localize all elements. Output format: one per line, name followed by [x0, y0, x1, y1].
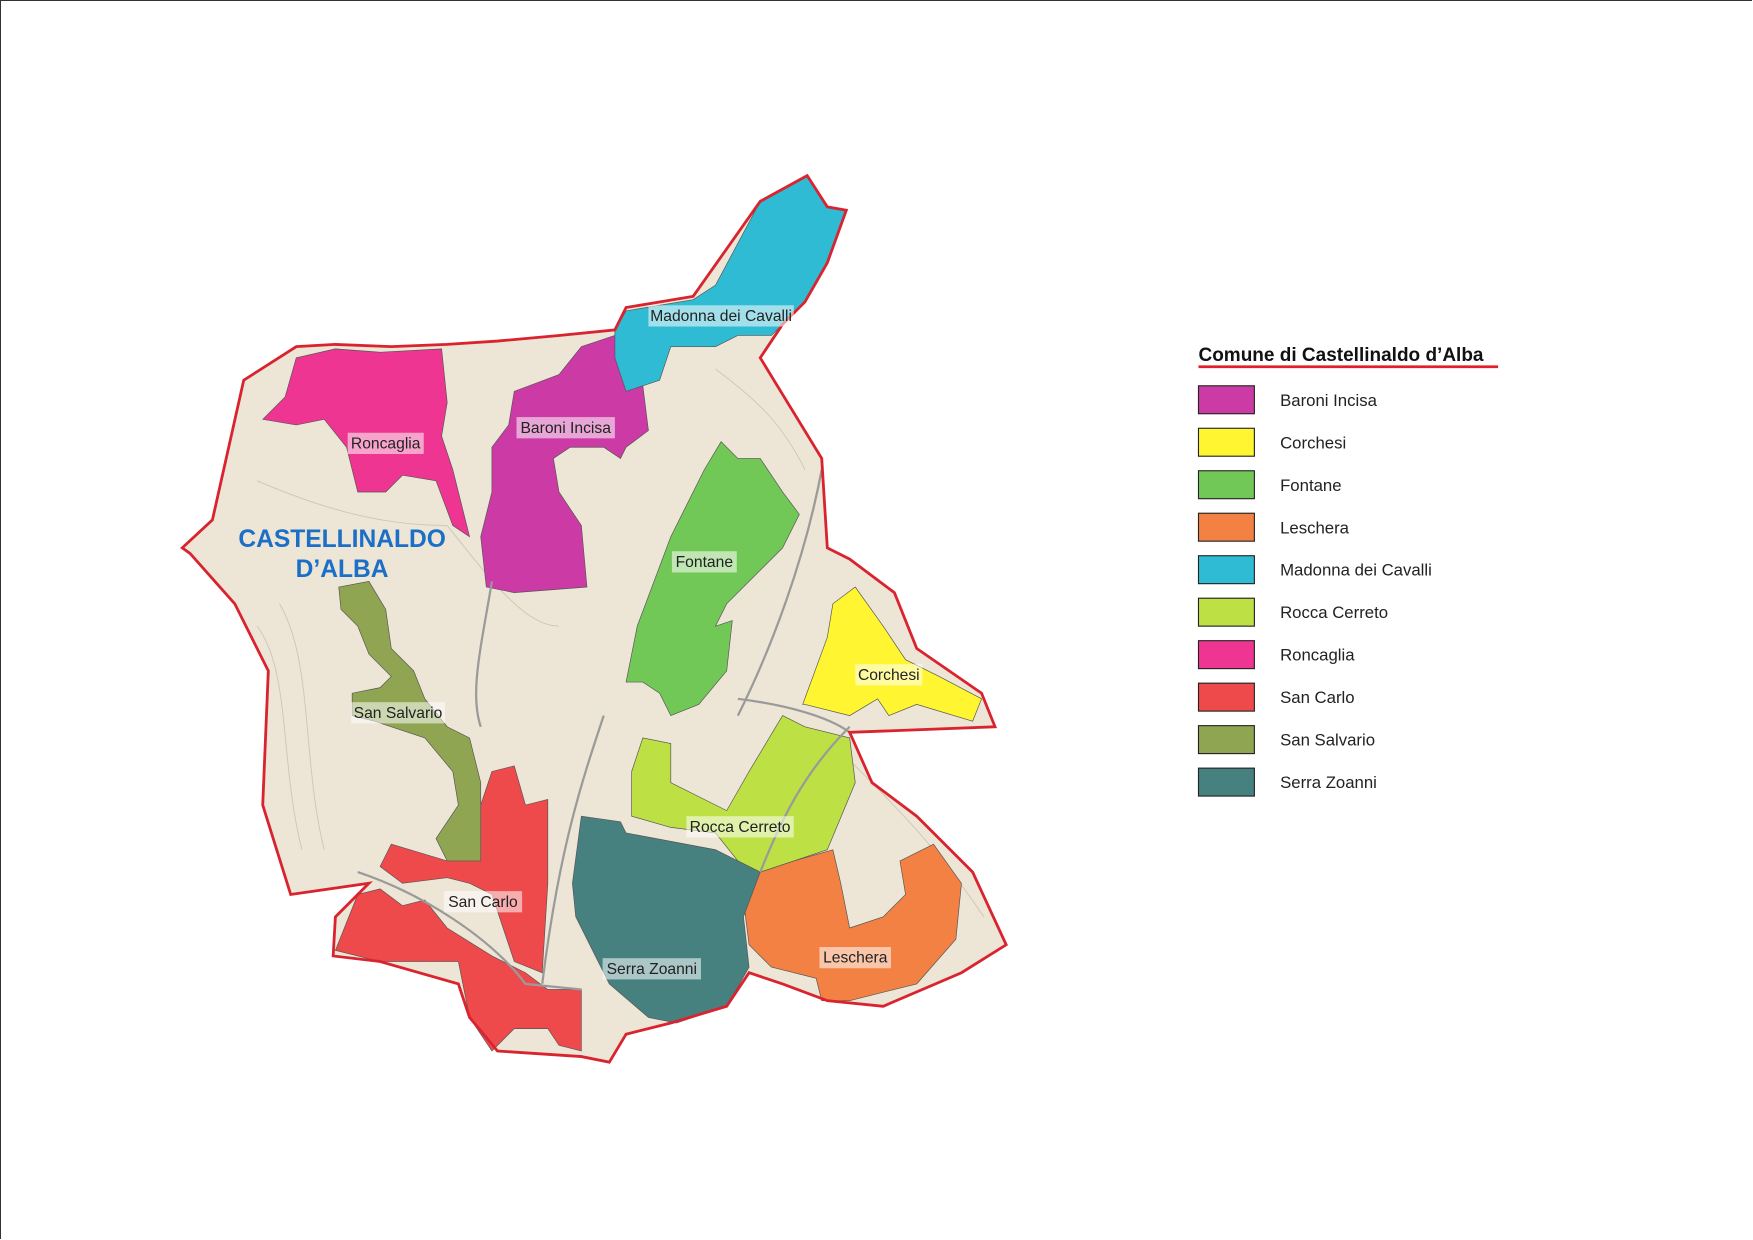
- legend-label: San Carlo: [1280, 688, 1354, 707]
- legend-item: Leschera: [1197, 512, 1350, 542]
- label-corchesi: Corchesi: [855, 664, 923, 686]
- legend: Comune di Castellinaldo d’Alba Baroni In…: [1197, 345, 1499, 797]
- svg-text:Madonna dei Cavalli: Madonna dei Cavalli: [650, 308, 792, 325]
- legend-item: Madonna dei Cavalli: [1197, 555, 1432, 585]
- legend-label: Fontane: [1280, 476, 1341, 495]
- legend-swatch: [1197, 555, 1255, 585]
- legend-swatch: [1197, 767, 1255, 797]
- town-label-line2: D’ALBA: [296, 556, 389, 583]
- svg-text:Serra Zoanni: Serra Zoanni: [607, 961, 697, 978]
- label-madonna-dei-cavalli: Madonna dei Cavalli: [648, 305, 794, 327]
- region-labels: Madonna dei Cavalli Roncaglia Baroni Inc…: [347, 305, 923, 980]
- legend-swatch: [1197, 512, 1255, 542]
- map: Madonna dei Cavalli Roncaglia Baroni Inc…: [180, 173, 1008, 1064]
- label-serra-zoanni: Serra Zoanni: [602, 958, 701, 980]
- svg-text:San Salvario: San Salvario: [354, 705, 443, 722]
- svg-text:Leschera: Leschera: [823, 950, 888, 967]
- legend-swatch: [1197, 682, 1255, 712]
- label-baroni-incisa: Baroni Incisa: [516, 417, 615, 439]
- legend-item: Roncaglia: [1197, 640, 1355, 670]
- svg-text:Roncaglia: Roncaglia: [351, 435, 421, 452]
- legend-label: Rocca Cerreto: [1280, 603, 1388, 622]
- municipality-boundary: [180, 173, 1008, 1064]
- region-leschera[interactable]: [743, 843, 962, 1002]
- svg-text:San Carlo: San Carlo: [448, 894, 518, 911]
- region-baroni-incisa[interactable]: [480, 335, 649, 593]
- legend-label: Leschera: [1280, 518, 1350, 537]
- legend-title: Comune di Castellinaldo d’Alba: [1198, 345, 1483, 366]
- label-roncaglia: Roncaglia: [347, 432, 424, 454]
- label-leschera: Leschera: [819, 947, 892, 969]
- legend-item: Rocca Cerreto: [1197, 597, 1388, 627]
- legend-label: San Salvario: [1280, 731, 1375, 750]
- legend-item: Fontane: [1197, 470, 1342, 500]
- legend-item: Baroni Incisa: [1197, 385, 1378, 415]
- region-fontane[interactable]: [625, 441, 800, 717]
- legend-label: Serra Zoanni: [1280, 773, 1377, 792]
- legend-item: Corchesi: [1197, 427, 1346, 457]
- region-rocca-cerreto[interactable]: [631, 715, 856, 873]
- legend-swatch: [1197, 725, 1255, 755]
- region-corchesi[interactable]: [802, 586, 983, 722]
- label-san-carlo: San Carlo: [443, 891, 523, 913]
- label-rocca-cerreto: Rocca Cerreto: [686, 816, 794, 838]
- legend-swatch: [1197, 385, 1255, 415]
- svg-text:Baroni Incisa: Baroni Incisa: [520, 420, 611, 437]
- legend-label: Baroni Incisa: [1280, 391, 1378, 410]
- legend-label: Madonna dei Cavalli: [1280, 561, 1432, 580]
- label-san-salvario: San Salvario: [351, 702, 445, 724]
- legend-swatch: [1197, 640, 1255, 670]
- legend-swatch: [1197, 470, 1255, 500]
- svg-text:Fontane: Fontane: [676, 554, 733, 571]
- label-fontane: Fontane: [671, 551, 737, 573]
- roads: [357, 469, 851, 991]
- legend-label: Roncaglia: [1280, 646, 1355, 665]
- town-label: CASTELLINALDO: [238, 526, 446, 553]
- contour-lines: [256, 368, 985, 918]
- legend-item: San Salvario: [1197, 725, 1375, 755]
- legend-swatch: [1197, 597, 1255, 627]
- svg-text:Corchesi: Corchesi: [858, 667, 920, 684]
- svg-text:Rocca Cerreto: Rocca Cerreto: [690, 819, 791, 836]
- legend-swatch: [1197, 427, 1255, 457]
- legend-item: San Carlo: [1197, 682, 1355, 712]
- legend-label: Corchesi: [1280, 433, 1346, 452]
- legend-item: Serra Zoanni: [1197, 767, 1377, 797]
